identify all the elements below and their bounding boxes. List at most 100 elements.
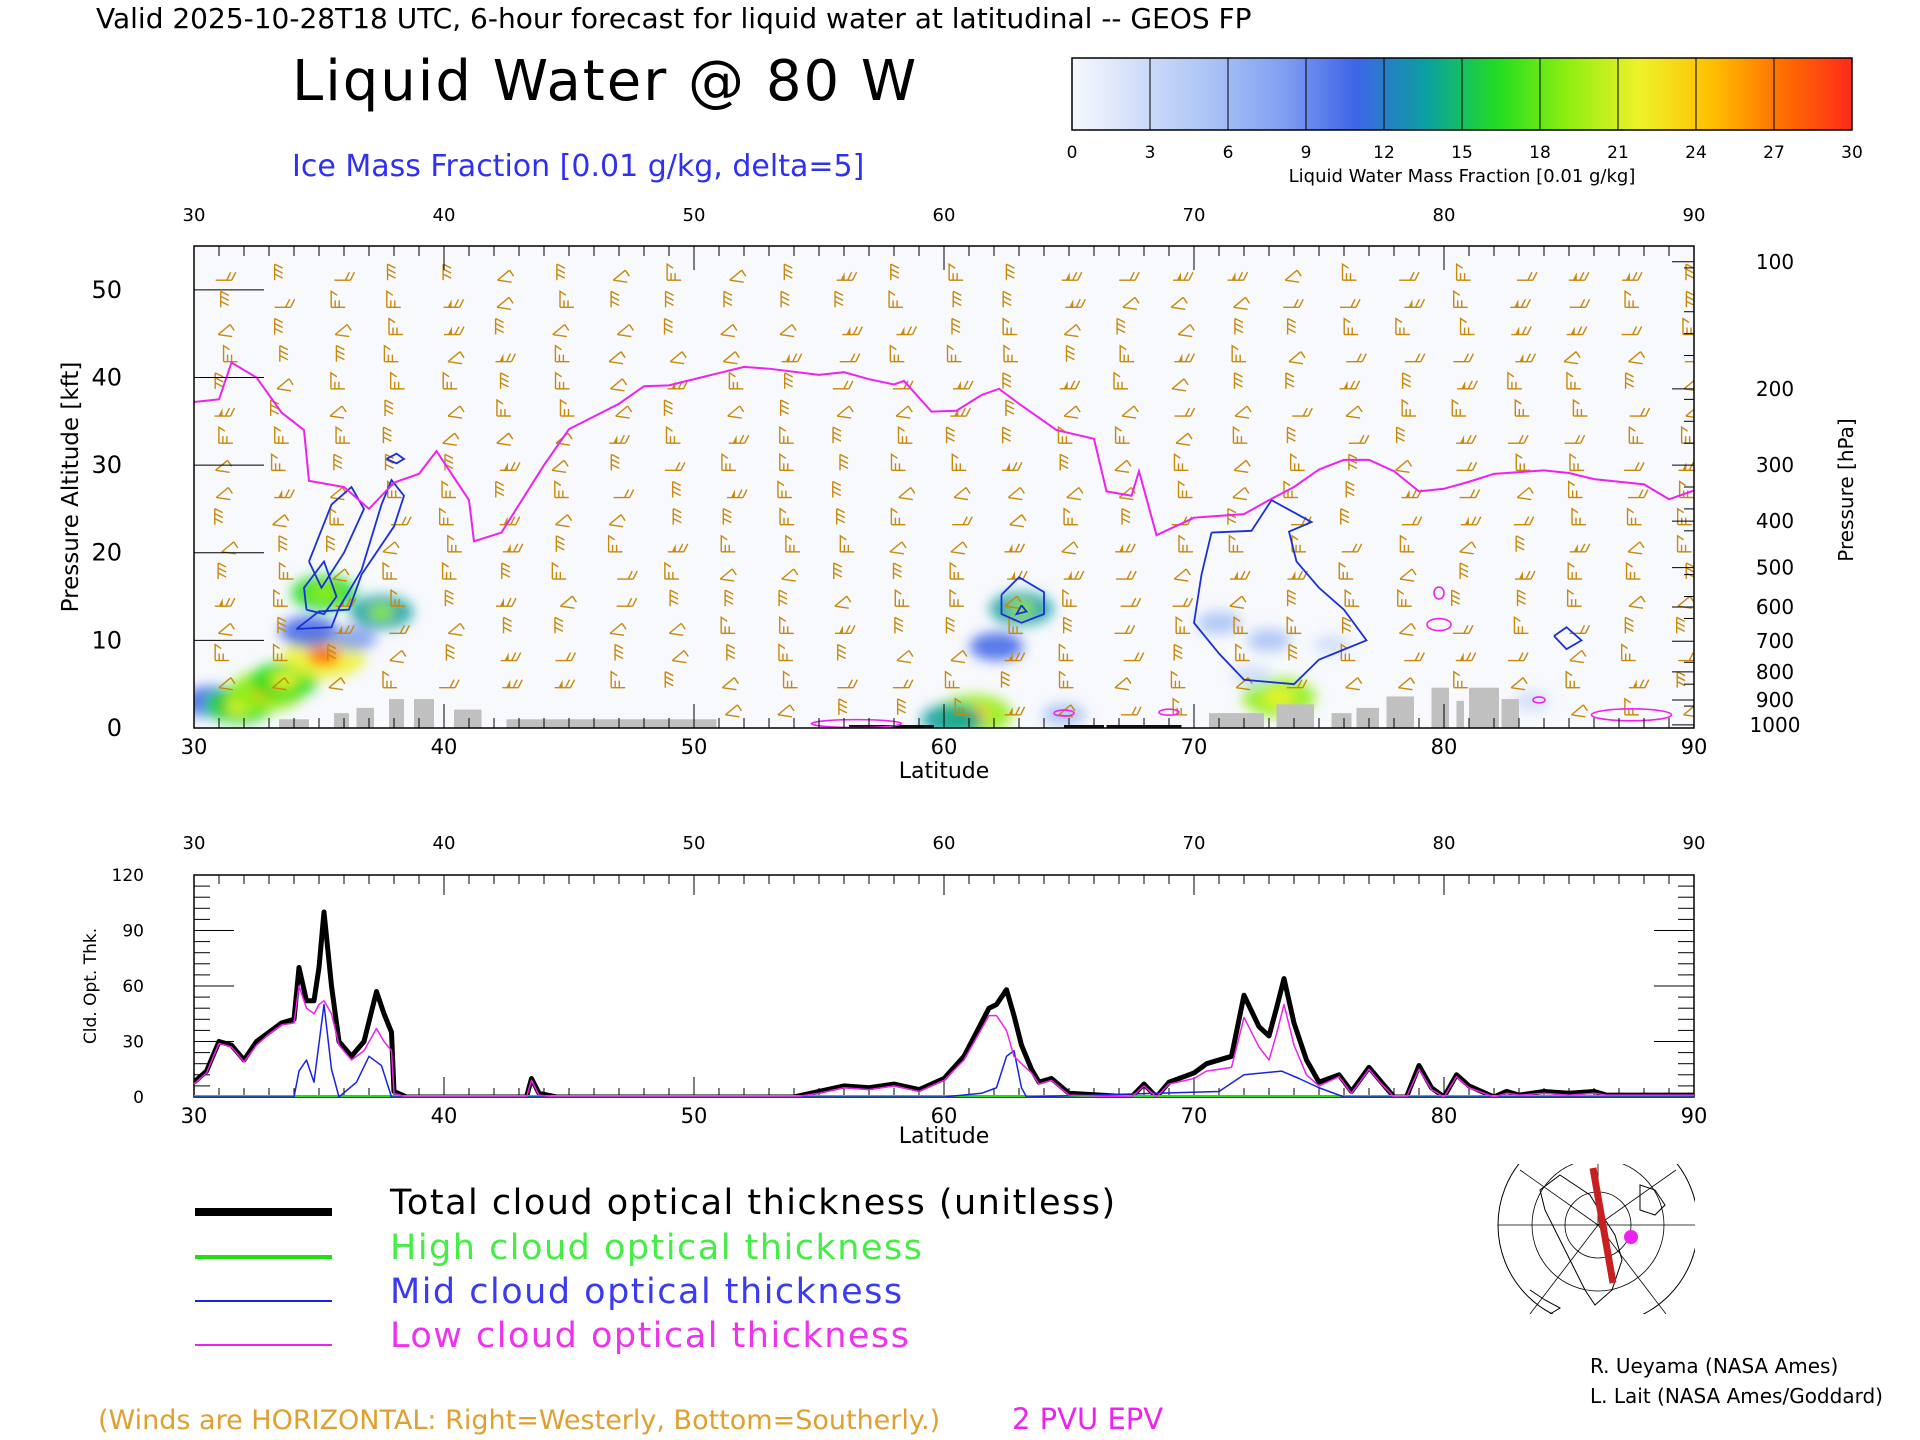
- wind-barb: [1058, 643, 1074, 662]
- wind-barb: [272, 643, 288, 662]
- legend-high-label: High cloud optical thickness: [390, 1228, 923, 1268]
- wind-barb: [1345, 480, 1355, 498]
- wind-barb: [896, 326, 918, 336]
- x-tick-label-top: 50: [683, 205, 706, 226]
- wind-barb: [838, 698, 848, 715]
- wind-barb: [1170, 296, 1188, 311]
- wind-barb: [1401, 398, 1417, 417]
- wind-barb: [389, 625, 410, 635]
- wind-barb: [726, 643, 736, 661]
- wind-barb: [326, 535, 336, 552]
- wind-barb: [1173, 271, 1194, 281]
- pressure-tick-label: 500: [1756, 556, 1794, 580]
- terrain-block: [1331, 713, 1352, 728]
- pressure-tick-label: 100: [1756, 250, 1794, 274]
- wind-barb: [1456, 462, 1478, 472]
- pressure-tick-label: 400: [1756, 509, 1794, 533]
- wind-barb: [382, 670, 397, 689]
- wind-barb: [608, 514, 626, 528]
- wind-barb: [1340, 643, 1356, 662]
- wind-barb: [783, 372, 793, 389]
- wind-barb: [1684, 360, 1694, 363]
- wind-barb: [1342, 616, 1352, 634]
- wind-barb: [785, 534, 800, 553]
- wind-barb: [722, 351, 740, 365]
- legend-low-label: Low cloud optical thickness: [390, 1316, 910, 1356]
- wind-barb: [274, 299, 296, 309]
- ice-contour: [1000, 576, 1045, 624]
- bottom-x-tick-label: 40: [431, 1104, 458, 1128]
- wind-barb: [1004, 543, 1026, 553]
- wind-barb: [667, 543, 689, 553]
- terrain-block: [1501, 699, 1519, 728]
- y-axis-label: Pressure Altitude [kft]: [58, 362, 84, 613]
- wind-barb: [1628, 679, 1650, 689]
- x-tick-label: 40: [431, 735, 458, 759]
- wind-barb: [496, 296, 514, 311]
- wind-barb: [837, 643, 847, 661]
- wind-barb: [389, 371, 405, 390]
- wind-barb: [722, 508, 732, 525]
- wind-barb: [894, 616, 904, 634]
- pressure-tick-label: 1000: [1750, 713, 1801, 737]
- wind-barb: [1678, 462, 1694, 472]
- wind-barb: [1685, 562, 1694, 580]
- wind-barb: [497, 269, 515, 283]
- wind-barb: [724, 589, 734, 607]
- pv-contour: [1158, 708, 1180, 717]
- wind-barb: [889, 541, 907, 555]
- main-title: Liquid Water @ 80 W: [292, 49, 918, 114]
- wind-barb: [610, 378, 628, 392]
- wind-barb: [278, 561, 294, 580]
- wind-barb: [1114, 625, 1136, 635]
- wind-barb: [215, 271, 237, 281]
- wind-barb: [1678, 652, 1694, 662]
- wind-barb: [1404, 652, 1425, 662]
- wind-barb: [273, 317, 283, 335]
- terrain-block: [389, 699, 404, 728]
- wind-barb: [1007, 486, 1025, 501]
- series-total-line: [194, 909, 1694, 1097]
- wind-barb: [502, 543, 524, 553]
- wind-barb: [222, 344, 238, 363]
- bottom-x-tick-label: 50: [681, 1104, 708, 1128]
- wind-barb: [1173, 643, 1183, 661]
- wind-barb: [1685, 290, 1694, 308]
- wind-barb: [1001, 426, 1011, 444]
- y-tick-label: 30: [91, 451, 122, 479]
- wind-barb: [832, 480, 842, 498]
- wind-barb: [671, 480, 681, 498]
- wind-barb: [949, 561, 965, 580]
- ice-contours: [295, 452, 1584, 686]
- wind-barb: [333, 453, 343, 471]
- terrain-block: [1276, 704, 1314, 728]
- wind-barb: [898, 486, 916, 501]
- pv-contour: [1053, 709, 1075, 717]
- wind-barb: [1626, 507, 1642, 526]
- wind-barb: [779, 425, 794, 444]
- wind-barb: [1285, 372, 1295, 389]
- wind-barb: [1401, 372, 1411, 389]
- wind-barb: [895, 405, 913, 419]
- tropopause-line: [194, 361, 1694, 543]
- wind-barb: [1514, 398, 1530, 417]
- wind-barb: [613, 489, 635, 499]
- wind-barb: [721, 677, 739, 691]
- wind-barb: [1062, 588, 1077, 607]
- wind-barb: [1123, 652, 1145, 662]
- bottom-x-tick-label-top: 90: [1683, 833, 1706, 854]
- wind-barb: [888, 290, 904, 309]
- wind-barb: [218, 425, 233, 444]
- wind-barb: [952, 380, 974, 390]
- wind-barb: [1062, 616, 1072, 634]
- wind-barb: [663, 317, 673, 335]
- wind-barb: [334, 625, 355, 635]
- wind-barb: [723, 290, 733, 308]
- wind-barb: [834, 625, 856, 635]
- bottom-x-tick-label: 70: [1181, 1104, 1208, 1128]
- wind-barb: [951, 453, 967, 472]
- wind-barb: [273, 588, 288, 607]
- wind-barb: [1515, 453, 1531, 472]
- wind-barb: [609, 622, 627, 637]
